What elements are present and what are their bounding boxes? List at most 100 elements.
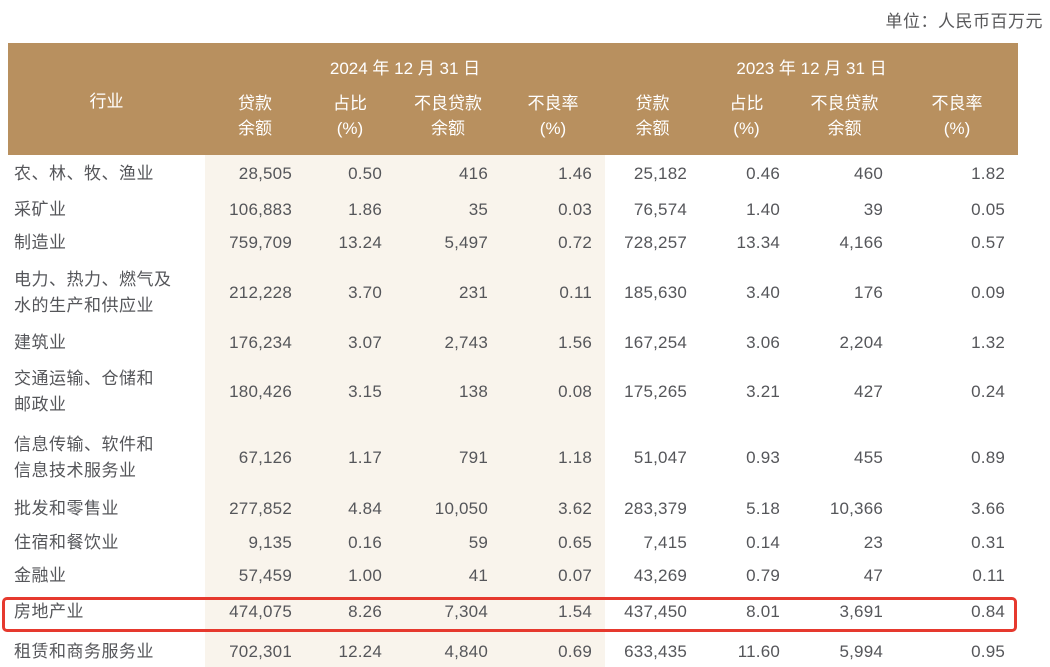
industry-cell: 制造业 (14, 232, 67, 252)
value-cell: 0.65 (501, 526, 606, 559)
value-cell: 7,304 (395, 592, 501, 632)
value-cell: 0.46 (746, 164, 781, 183)
value-cell: 76,574 (633, 199, 688, 219)
industry-cell: 批发和零售业 (14, 499, 119, 518)
value-cell: 791 (395, 424, 501, 492)
industry-column-header: 行业 (8, 43, 205, 155)
table-row: 信息传输、软件和 信息技术服务业 67,126 1.17 791 1.18 51,047 0… (8, 424, 1018, 492)
value-cell: 59 (395, 526, 501, 559)
value-cell: 0.93 (746, 448, 781, 467)
value-cell: 0.50 (305, 155, 395, 193)
col-header-npl-balance-2024: 不良贷款 余额 (395, 80, 501, 155)
value-cell: 1.00 (305, 559, 395, 592)
value-cell: 1.32 (971, 333, 1006, 352)
industry-cell: 建筑业 (14, 333, 67, 352)
value-cell: 10,050 (395, 492, 501, 526)
value-cell: 4.84 (305, 492, 395, 526)
sub-header-row: 贷款 余额 占比 (%) 不良贷款 余额 不良率 (%) 贷款 余额 占比 (%… (8, 80, 1019, 155)
date-group-row: 行业 2024 年 12 月 31 日 2023 年 12 月 31 日 (8, 43, 1019, 155)
value-cell: 180,426 (205, 360, 305, 424)
loan-by-industry-table: 行业 2024 年 12 月 31 日 2023 年 12 月 31 日 贷款 … (8, 43, 1019, 667)
value-cell: 47 (863, 565, 884, 585)
value-cell: 106,883 (205, 193, 305, 226)
table-wrap: 行业 2024 年 12 月 31 日 2023 年 12 月 31 日 贷款 … (8, 43, 1019, 667)
value-cell: 3,691 (839, 602, 884, 621)
value-cell: 2,204 (839, 333, 884, 352)
value-cell: 1.86 (305, 193, 395, 226)
value-cell: 1.17 (305, 424, 395, 492)
unit-note: 单位：人民币百万元 (885, 12, 1043, 31)
value-cell: 3.70 (305, 259, 395, 326)
col-header-npl-balance-2023: 不良贷款 余额 (793, 80, 897, 155)
value-cell: 1.18 (501, 424, 606, 492)
value-cell: 0.11 (972, 565, 1006, 585)
value-cell: 0.09 (971, 282, 1006, 302)
table-header: 行业 2024 年 12 月 31 日 2023 年 12 月 31 日 贷款 … (8, 43, 1019, 155)
value-cell: 0.72 (501, 226, 606, 259)
value-cell: 1.54 (501, 592, 606, 632)
value-cell: 212,228 (205, 259, 305, 326)
value-cell: 39 (863, 199, 884, 219)
industry-cell: 金融业 (14, 565, 67, 585)
value-cell: 7,415 (643, 532, 688, 552)
industry-cell: 采矿业 (14, 199, 67, 219)
col-header-share-2024: 占比 (%) (305, 80, 395, 155)
industry-cell: 租赁和商务服务业 (14, 642, 154, 661)
value-cell: 0.08 (501, 360, 606, 424)
value-cell: 8.01 (746, 602, 781, 621)
value-cell: 175,265 (624, 382, 688, 401)
value-cell: 25,182 (633, 164, 688, 183)
value-cell: 35 (395, 193, 501, 226)
industry-cell: 房地产业 (14, 602, 84, 621)
value-cell: 1.56 (501, 326, 606, 360)
value-cell: 3.66 (971, 499, 1006, 518)
value-cell: 0.24 (971, 382, 1006, 401)
date-group-2024: 2024 年 12 月 31 日 (205, 43, 606, 80)
col-header-share-2023: 占比 (%) (700, 80, 794, 155)
table-row: 农、林、牧、渔业 28,505 0.50 416 1.46 25,182 0.46 460 1.… (8, 155, 1018, 193)
table-row: 批发和零售业 277,852 4.84 10,050 3.62 283,379 5.18 10… (8, 492, 1018, 526)
value-cell: 12.24 (305, 632, 395, 667)
value-cell: 3.06 (746, 333, 781, 352)
table-row: 建筑业 176,234 3.07 2,743 1.56 167,254 3.06 2,204 1… (8, 326, 1018, 360)
value-cell: 633,435 (624, 642, 688, 661)
value-cell: 0.14 (746, 532, 781, 552)
value-cell: 2,743 (395, 326, 501, 360)
industry-cell: 住宿和餐饮业 (14, 532, 119, 552)
value-cell: 1.40 (746, 199, 781, 219)
value-cell: 460 (854, 164, 884, 183)
value-cell: 0.89 (971, 448, 1006, 467)
value-cell: 23 (863, 532, 884, 552)
value-cell: 702,301 (205, 632, 305, 667)
value-cell: 5,497 (395, 226, 501, 259)
col-header-loan-balance-2024: 贷款 余额 (205, 80, 305, 155)
table-row: 制造业 759,709 13.24 5,497 0.72 728,257 13.34 4,16… (8, 226, 1018, 259)
value-cell: 5,994 (839, 642, 884, 661)
value-cell: 0.05 (971, 199, 1006, 219)
value-cell: 9,135 (205, 526, 305, 559)
value-cell: 57,459 (205, 559, 305, 592)
col-header-npl-ratio-2023: 不良率 (%) (896, 80, 1019, 155)
value-cell: 67,126 (205, 424, 305, 492)
value-cell: 231 (395, 259, 501, 326)
value-cell: 427 (854, 382, 884, 401)
value-cell: 728,257 (624, 232, 688, 252)
table-row: 住宿和餐饮业 9,135 0.16 59 0.65 7,415 0.14 23 0.31 (8, 526, 1018, 559)
value-cell: 277,852 (205, 492, 305, 526)
value-cell: 43,269 (633, 565, 688, 585)
value-cell: 3.62 (501, 492, 606, 526)
value-cell: 1.82 (971, 164, 1006, 183)
value-cell: 13.24 (305, 226, 395, 259)
value-cell: 28,505 (205, 155, 305, 193)
table-row: 电力、热力、燃气及 水的生产和供应业 212,228 3.70 231 0.11 185,… (8, 259, 1018, 326)
table-row: 房地产业 474,075 8.26 7,304 1.54 437,450 8.01 3,691… (8, 592, 1018, 632)
industry-cell: 信息传输、软件和 信息技术服务业 (14, 435, 154, 480)
value-cell: 455 (854, 448, 884, 467)
value-cell: 0.57 (971, 232, 1006, 252)
value-cell: 41 (395, 559, 501, 592)
table-row: 租赁和商务服务业 702,301 12.24 4,840 0.69 633,435 11.6… (8, 632, 1018, 667)
value-cell: 1.46 (501, 155, 606, 193)
value-cell: 138 (395, 360, 501, 424)
value-cell: 4,166 (839, 232, 884, 252)
